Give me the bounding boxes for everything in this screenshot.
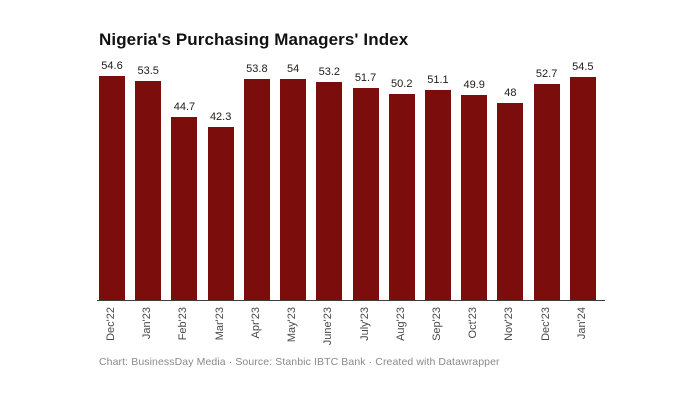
bar-value-label: 54.5 xyxy=(572,61,594,73)
x-tick-label: Apr'23 xyxy=(249,307,262,339)
bar-value-label: 44.7 xyxy=(173,101,196,113)
bar-group: 42.3 Mar'23 xyxy=(207,52,234,340)
bar xyxy=(497,103,524,300)
bar xyxy=(388,94,415,300)
bar-value-label: 52.7 xyxy=(535,68,558,80)
x-tick-label: Dec'23 xyxy=(539,307,552,341)
bar-value-label: 54 xyxy=(286,63,300,75)
bar-group: 51.1 Sep'23 xyxy=(424,52,451,341)
chart-footer: Chart: BusinessDay Media · Source: Stanb… xyxy=(99,356,500,368)
bar-value-label: 42.3 xyxy=(209,111,232,123)
bar xyxy=(99,76,125,300)
x-axis-line xyxy=(97,300,605,301)
bar-plot-area: 54.6 Dec'22 53.5 Jan'23 44.7 Feb'23 42.3 Mar'23… xyxy=(99,52,596,345)
bar xyxy=(533,84,560,300)
bar-value-label: 54.6 xyxy=(101,60,123,72)
bar xyxy=(135,81,162,300)
x-tick-label: Mar'23 xyxy=(213,307,226,341)
bar xyxy=(207,127,234,300)
bar xyxy=(243,79,270,300)
bar-group: 54.6 Dec'22 xyxy=(99,52,125,341)
x-tick-label: May'23 xyxy=(286,307,299,343)
x-tick-label: Dec'22 xyxy=(105,307,117,341)
x-tick-label: June'23 xyxy=(322,307,335,346)
x-tick-label: July'23 xyxy=(358,307,371,341)
bar-value-label: 51.7 xyxy=(354,72,377,84)
bar-group: 53.5 Jan'23 xyxy=(135,52,162,339)
bar xyxy=(316,82,343,300)
bar-group: 44.7 Feb'23 xyxy=(171,52,198,340)
bar-group: 51.7 July'23 xyxy=(352,52,379,341)
x-tick-label: Oct'23 xyxy=(467,307,480,339)
bar-value-label: 53.2 xyxy=(318,66,341,78)
bar-value-label: 53.8 xyxy=(246,63,268,75)
bar xyxy=(280,79,307,300)
chart-title: Nigeria's Purchasing Managers' Index xyxy=(99,30,409,49)
x-tick-label: Jan'23 xyxy=(141,307,154,340)
bar xyxy=(569,77,596,300)
x-tick-label: Sep'23 xyxy=(430,307,443,341)
bar-value-label: 48 xyxy=(504,87,517,99)
bar xyxy=(171,117,198,300)
bar-group: 52.7 Dec'23 xyxy=(533,52,560,341)
bar-group: 53.2 June'23 xyxy=(316,52,343,345)
bar xyxy=(424,90,451,300)
bar-value-label: 53.5 xyxy=(137,65,159,77)
bar-group: 49.9 Oct'23 xyxy=(461,52,488,338)
bar-group: 53.8 Apr'23 xyxy=(243,52,270,338)
bar-value-label: 50.2 xyxy=(391,78,413,90)
bar-value-label: 51.1 xyxy=(427,74,449,86)
bar-group: 48 Nov'23 xyxy=(497,52,524,341)
bar xyxy=(352,88,379,300)
bar xyxy=(461,95,488,300)
x-tick-label: Aug'23 xyxy=(394,307,407,341)
bar-group: 54 May'23 xyxy=(280,52,307,342)
bar-value-label: 49.9 xyxy=(463,79,485,91)
x-tick-label: Feb'23 xyxy=(177,307,190,341)
x-tick-label: Jan'24 xyxy=(575,307,588,340)
x-tick-label: Nov'23 xyxy=(503,307,516,341)
bar-group: 54.5 Jan'24 xyxy=(569,52,596,339)
bar-group: 50.2 Aug'23 xyxy=(388,52,415,341)
